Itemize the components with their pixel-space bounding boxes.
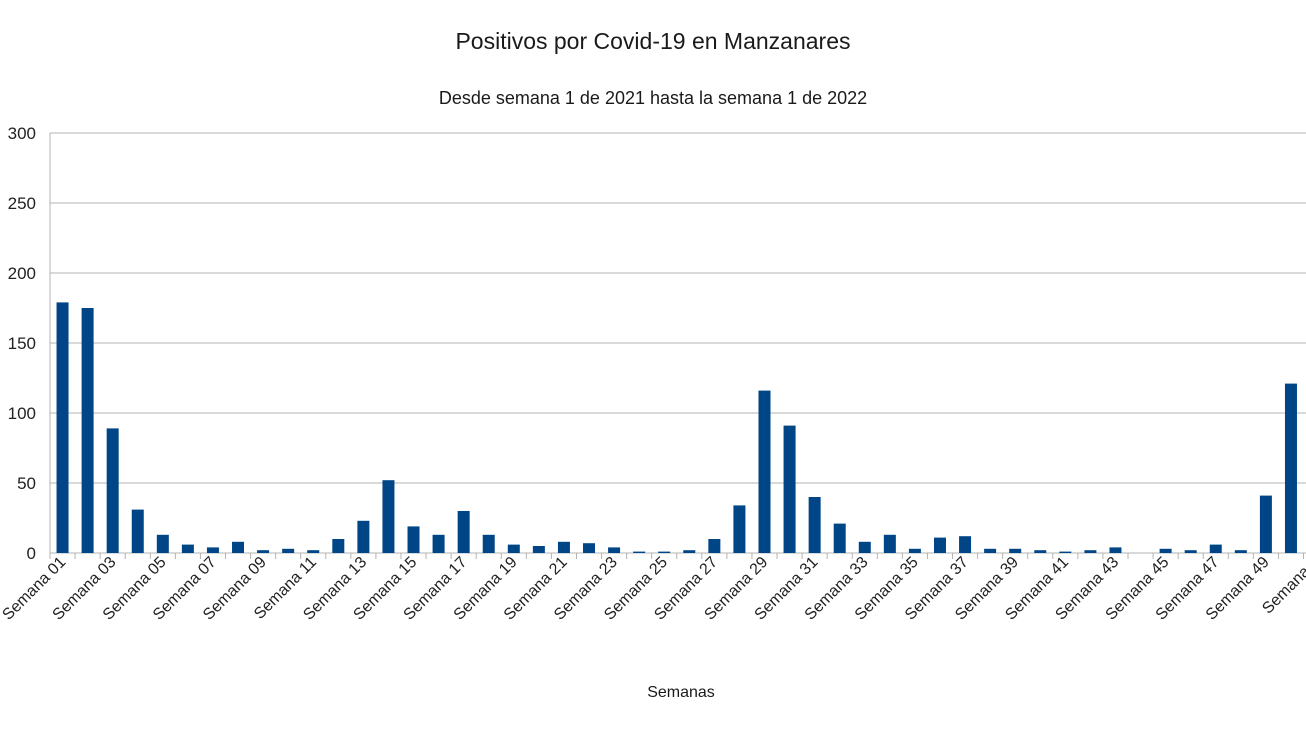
bar	[507, 544, 520, 553]
y-tick-label: 200	[8, 264, 36, 283]
bar	[1159, 548, 1172, 553]
bar	[1234, 550, 1247, 553]
bar	[908, 548, 921, 553]
bar	[633, 551, 646, 553]
bar	[1259, 495, 1272, 553]
bar	[81, 308, 94, 553]
bar	[1184, 550, 1197, 553]
bar	[307, 550, 320, 553]
bar	[808, 497, 821, 553]
bar	[1059, 551, 1072, 553]
bar	[56, 302, 69, 553]
y-tick-label: 50	[17, 474, 36, 493]
bar	[683, 550, 696, 553]
bar	[332, 539, 345, 553]
bar	[733, 505, 746, 553]
bar	[407, 526, 420, 553]
bar	[783, 425, 796, 553]
bar	[106, 428, 119, 553]
bar	[382, 480, 395, 553]
bar	[232, 541, 245, 553]
bar	[758, 390, 771, 553]
y-tick-label: 300	[8, 124, 36, 143]
bar	[257, 550, 270, 553]
bar	[482, 534, 495, 553]
bar	[583, 543, 596, 553]
bar	[1209, 544, 1222, 553]
bar	[1109, 547, 1122, 553]
bar	[131, 509, 144, 553]
bar	[883, 534, 896, 553]
x-axis-label: Semanas	[647, 684, 715, 701]
bar	[282, 548, 295, 553]
y-tick-label: 0	[27, 544, 36, 563]
bar	[1084, 550, 1097, 553]
bar	[608, 547, 621, 553]
bar	[206, 547, 219, 553]
bar	[557, 541, 570, 553]
bar	[658, 551, 671, 553]
bar	[858, 541, 871, 553]
chart-subtitle: Desde semana 1 de 2021 hasta la semana 1…	[438, 88, 868, 108]
bar	[959, 536, 972, 553]
bar	[457, 511, 470, 553]
bar	[1284, 383, 1297, 553]
bar	[432, 534, 445, 553]
y-tick-label: 250	[8, 194, 36, 213]
chart-title: Positivos por Covid-19 en Manzanares	[455, 28, 851, 54]
y-tick-label: 150	[8, 334, 36, 353]
y-tick-label: 100	[8, 404, 36, 423]
bar	[1034, 550, 1047, 553]
bar	[933, 537, 946, 553]
bar	[708, 539, 721, 553]
bar	[833, 523, 846, 553]
bar	[1009, 548, 1022, 553]
bar	[984, 548, 997, 553]
bar	[156, 534, 169, 553]
bar	[181, 544, 194, 553]
bar	[357, 520, 370, 553]
bar	[532, 546, 545, 553]
